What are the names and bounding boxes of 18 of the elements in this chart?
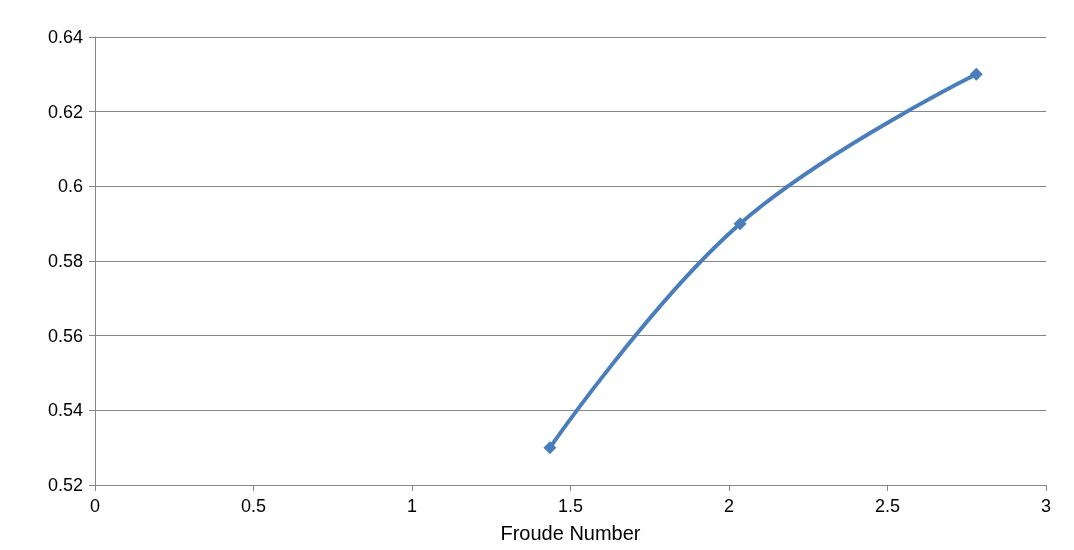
y-tick-label: 0.54: [47, 400, 83, 421]
x-tick-label: 0: [89, 496, 101, 516]
point: [733, 217, 747, 231]
y-tick-label: 0.58: [47, 251, 83, 271]
x-axis-title: Froude Number: [500, 522, 641, 544]
y-tick-label: 0.6: [57, 176, 83, 197]
y-tick-label: 0.64: [47, 27, 83, 47]
x-tick-label: 1: [406, 496, 418, 516]
point: [543, 441, 557, 455]
y-tick-label: 0.52: [47, 475, 83, 495]
y-tick-label: 0.56: [47, 325, 83, 346]
x-tick-label: 2.5: [874, 496, 901, 516]
x-tick-label: 2: [723, 496, 735, 516]
x-tick-label: 0.5: [240, 496, 267, 516]
x-tick-label: 3: [1040, 496, 1052, 516]
y-tick-label: 0.62: [47, 101, 83, 122]
x-tick-label: 1.5: [557, 496, 584, 516]
point: [969, 67, 983, 81]
